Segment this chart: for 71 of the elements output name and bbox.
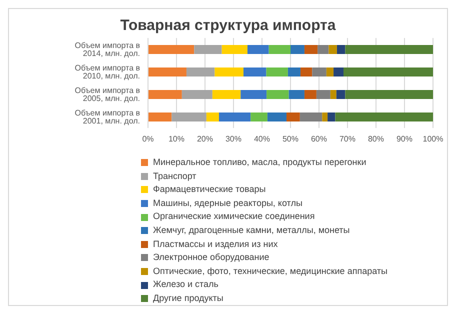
bar bbox=[304, 45, 318, 54]
bar bbox=[214, 68, 244, 76]
bar bbox=[148, 90, 182, 99]
legend-label: Транспорт bbox=[153, 170, 196, 183]
bar bbox=[345, 45, 433, 54]
bar bbox=[206, 112, 219, 122]
bar bbox=[322, 112, 328, 122]
bar bbox=[334, 68, 344, 76]
bar bbox=[330, 90, 336, 99]
bar bbox=[328, 112, 336, 122]
bar bbox=[300, 112, 322, 122]
bar bbox=[266, 90, 289, 99]
bar bbox=[186, 68, 215, 76]
bar bbox=[304, 90, 316, 99]
bar bbox=[345, 90, 433, 99]
bar bbox=[300, 68, 312, 76]
legend-label: Другие продукты bbox=[153, 292, 224, 305]
chart-title: Товарная структура импорта bbox=[119, 17, 337, 34]
y-tick-label: Объем импорта в 2001, млн. дол. bbox=[74, 108, 140, 126]
x-tick-label: 80% bbox=[368, 134, 384, 144]
bar bbox=[212, 90, 241, 99]
y-tick-label: Объем импорта в 2014, млн. дол. bbox=[74, 41, 140, 58]
x-tick-label: 70% bbox=[339, 134, 356, 144]
bar bbox=[218, 112, 251, 122]
bar bbox=[336, 90, 346, 99]
bar bbox=[247, 45, 269, 54]
legend-label: Пластмассы и изделия из них bbox=[153, 238, 278, 251]
bar bbox=[222, 45, 248, 54]
bar bbox=[288, 68, 300, 76]
bar bbox=[318, 45, 329, 54]
bar bbox=[312, 68, 326, 76]
legend-label: Оптические, фото, технические, медицинские аппараты bbox=[153, 264, 388, 278]
bar bbox=[344, 68, 433, 76]
bar bbox=[148, 68, 186, 76]
x-tick-label: 40% bbox=[254, 134, 270, 144]
bar bbox=[316, 90, 330, 99]
x-tick-label: 20% bbox=[196, 134, 214, 144]
bar bbox=[266, 68, 288, 76]
bar bbox=[250, 112, 268, 122]
bar bbox=[194, 45, 222, 54]
x-tick-label: 100% bbox=[422, 134, 444, 144]
legend-label: Машины, ядерные реакторы, котлы bbox=[153, 196, 302, 210]
bar bbox=[267, 112, 287, 122]
bar bbox=[148, 112, 172, 122]
legend-label: Железо и сталь bbox=[153, 278, 218, 292]
legend-label: Электронное оборудование bbox=[153, 251, 270, 264]
bar bbox=[268, 45, 290, 54]
bar bbox=[243, 68, 266, 76]
x-tick-label: 0% bbox=[142, 134, 154, 144]
legend-label: Минеральное топливо, масла, продукты перегонки bbox=[153, 156, 366, 169]
y-tick-label: Объем импорта в 2010, млн. дол. bbox=[74, 64, 140, 81]
legend-label: Жемчуг, драгоценные камни, металлы, монеты bbox=[153, 224, 350, 237]
x-tick-label: 30% bbox=[225, 134, 242, 144]
bar bbox=[240, 90, 267, 99]
bar bbox=[148, 45, 194, 54]
bar bbox=[335, 112, 433, 122]
bar bbox=[286, 112, 300, 122]
x-tick-label: 90% bbox=[396, 134, 413, 144]
bar bbox=[288, 90, 304, 99]
bar bbox=[290, 45, 304, 54]
legend-label: Фармацевтические товары bbox=[153, 183, 266, 196]
x-tick-label: 10% bbox=[168, 134, 185, 144]
bar bbox=[336, 45, 346, 54]
x-tick-label: 50% bbox=[282, 134, 299, 144]
bar bbox=[172, 112, 206, 122]
bar bbox=[328, 45, 337, 54]
bar bbox=[326, 68, 334, 76]
y-tick-label: Объем импорта в 2005, млн. дол. bbox=[74, 86, 140, 104]
x-tick-label: 60% bbox=[310, 134, 328, 144]
bar bbox=[182, 90, 212, 99]
legend-label: Органические химические соединения bbox=[153, 210, 315, 224]
